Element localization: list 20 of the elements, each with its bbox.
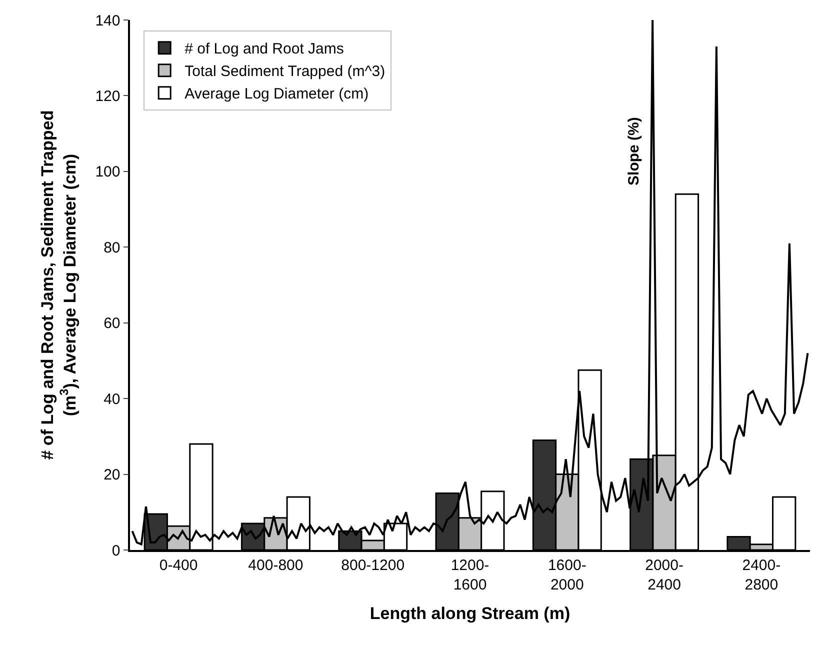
- x-axis-title: Length along Stream (m): [370, 604, 570, 624]
- y-tick-label: 60: [104, 315, 120, 332]
- x-tick-label: 1200- 1600: [450, 556, 490, 594]
- x-tick-label: 2000- 2400: [645, 556, 684, 594]
- x-tick-label: 1600- 2000: [548, 556, 586, 594]
- legend-label: Average Log Diameter (cm): [184, 86, 369, 103]
- x-tick-label: 2400- 2800: [742, 556, 781, 594]
- y-tick-label: 0: [112, 542, 120, 560]
- legend-label: Total Sediment Trapped (m^3): [184, 63, 386, 80]
- y-tick-label: 140: [95, 12, 120, 30]
- x-tick-label: 400-800: [248, 556, 304, 574]
- y-tick-label: 100: [95, 164, 120, 181]
- y-tick-label: 40: [104, 390, 120, 408]
- y-tick-label: 20: [104, 466, 120, 484]
- text: Slope (%): [626, 117, 643, 186]
- y-tick-label: 80: [104, 239, 120, 256]
- y-tick-label: 120: [95, 88, 120, 105]
- x-tick-label: 800-1200: [341, 556, 405, 574]
- x-tick-label: 0-400: [159, 556, 198, 574]
- legend-label: # of Log and Root Jams: [184, 40, 344, 58]
